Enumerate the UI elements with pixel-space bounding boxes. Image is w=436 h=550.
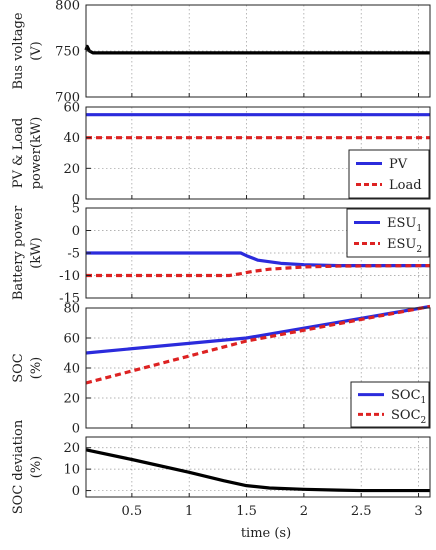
y-tick-label: -15 bbox=[59, 292, 80, 307]
legend-entry-name: ESU bbox=[387, 237, 416, 252]
y-axis-label: Battery power bbox=[11, 205, 26, 300]
legend-entry-subscript: 1 bbox=[421, 396, 427, 406]
y-axis-label: power(kW) bbox=[29, 117, 44, 190]
series-line-3-1 bbox=[86, 251, 430, 268]
y-axis-label: (kW) bbox=[29, 237, 44, 268]
y-tick-label: 0 bbox=[72, 422, 80, 437]
x-tick-label: 2.5 bbox=[351, 504, 372, 519]
y-axis-label: (%) bbox=[29, 357, 44, 380]
y-tick-label: 0 bbox=[72, 193, 80, 208]
panel-1: 700 750 800 Bus voltage (V) bbox=[11, 0, 431, 106]
legend: PV Load bbox=[348, 149, 430, 199]
y-axis-label: SOC deviation bbox=[11, 419, 26, 514]
y-tick-label: 10 bbox=[63, 463, 80, 478]
y-tick-label: 60 bbox=[63, 101, 80, 116]
y-axis-label: Bus voltage bbox=[11, 12, 26, 89]
y-tick-label: 20 bbox=[63, 162, 80, 177]
y-tick-label: 5 bbox=[72, 202, 80, 217]
series-line-1-1 bbox=[84, 44, 430, 55]
y-tick-label: 750 bbox=[55, 45, 80, 60]
y-axis-label: (V) bbox=[29, 41, 44, 61]
y-axis-label: PV & Load bbox=[11, 118, 26, 189]
panel-frame bbox=[85, 106, 431, 200]
x-axis-label: time (s) bbox=[241, 526, 291, 541]
x-tick-label: 0.5 bbox=[122, 504, 143, 519]
panel-2: 0 20 40 60 PV & Load power(kW) PV Load bbox=[11, 101, 431, 208]
series-line-4-1 bbox=[85, 304, 431, 355]
y-tick-label: 0 bbox=[72, 484, 80, 499]
legend-entry-name: Load bbox=[389, 178, 422, 193]
legend-entry-subscript: 1 bbox=[416, 224, 422, 234]
series-line-5-1 bbox=[85, 448, 430, 493]
x-tick-label: 1 bbox=[185, 504, 193, 519]
legend-entry-subscript: 2 bbox=[421, 416, 427, 426]
x-tick-label: 3 bbox=[414, 504, 422, 519]
panel-frame bbox=[85, 436, 431, 498]
y-tick-label: 800 bbox=[55, 0, 80, 14]
y-tick-label: 80 bbox=[63, 302, 80, 317]
legend-entry-subscript: 2 bbox=[416, 245, 422, 255]
y-tick-label: 20 bbox=[63, 392, 80, 407]
y-tick-label: 40 bbox=[63, 362, 80, 377]
series-line-4-2 bbox=[85, 304, 431, 385]
y-tick-label: 700 bbox=[55, 91, 80, 106]
y-tick-label: -10 bbox=[59, 269, 80, 284]
legend-entry-name: PV bbox=[389, 157, 408, 172]
legend-box bbox=[348, 149, 430, 199]
legend-entry: Load bbox=[389, 178, 422, 193]
y-tick-label: -5 bbox=[67, 247, 80, 262]
x-tick-label: 2 bbox=[300, 504, 308, 519]
legend-entry: PV bbox=[389, 157, 408, 172]
legend-entry: SOC2 bbox=[391, 408, 426, 426]
x-tick-label: 1.5 bbox=[236, 504, 257, 519]
legend-entry-name: SOC bbox=[391, 388, 421, 403]
legend-box bbox=[350, 381, 430, 428]
y-tick-label: 60 bbox=[63, 332, 80, 347]
legend-entry: ESU1 bbox=[387, 216, 422, 234]
y-axis-label: (%) bbox=[29, 456, 44, 479]
y-tick-label: 40 bbox=[63, 131, 80, 146]
y-tick-label: 0 bbox=[72, 224, 80, 239]
series-line-3-2 bbox=[86, 264, 431, 278]
legend-entry: ESU2 bbox=[387, 237, 422, 255]
y-tick-label: 20 bbox=[63, 441, 80, 456]
legend-entry-name: ESU bbox=[387, 216, 416, 231]
y-axis-label: SOC bbox=[11, 353, 26, 383]
legend-entry-name: SOC bbox=[391, 408, 421, 423]
legend-box bbox=[346, 208, 430, 258]
legend-entry: SOC1 bbox=[391, 388, 426, 406]
